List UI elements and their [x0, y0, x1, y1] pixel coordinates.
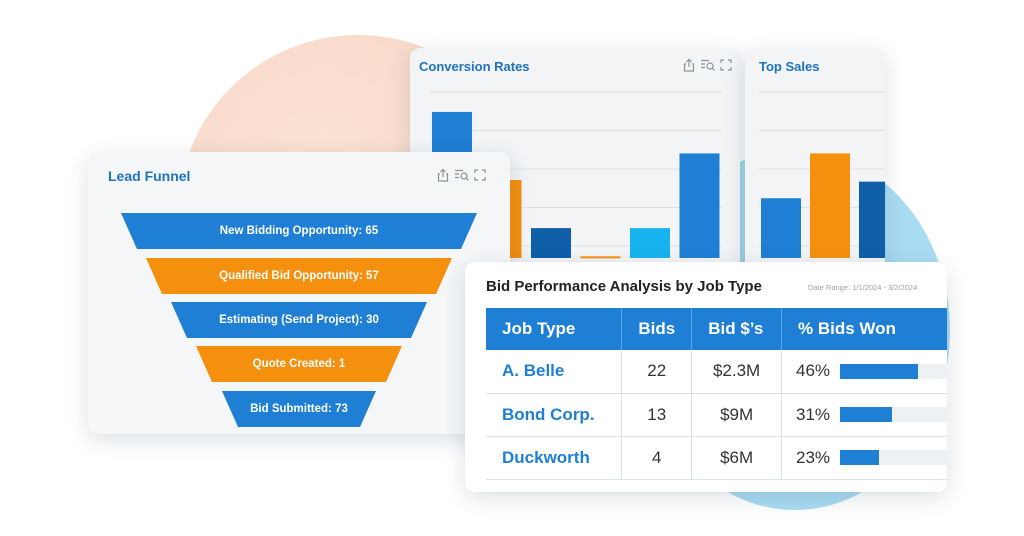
funnel-stage-label: Estimating (Send Project): 30	[219, 314, 379, 326]
funnel-stage-label: Qualified Bid Opportunity: 57	[219, 270, 379, 282]
funnel-stage-shape	[146, 258, 452, 294]
pct-won-bar	[839, 407, 947, 422]
job-type-cell[interactable]: A. Belle	[486, 350, 623, 394]
lead-funnel-title: Lead Funnel	[108, 168, 191, 184]
filter-search-icon[interactable]	[454, 168, 470, 182]
conversion-card-actions	[682, 58, 732, 72]
pct-won-bar-fill	[839, 450, 879, 465]
bid-dollars-cell: $9M	[691, 393, 782, 437]
top-sales-title: Top Sales	[759, 59, 820, 74]
chart-bar[interactable]	[580, 256, 621, 259]
funnel-stage-shape	[121, 213, 477, 249]
date-range: Date Range: 1/1/2024 - 3/2/2024	[808, 283, 918, 292]
funnel-stage-label: New Bidding Opportunity: 65	[219, 225, 379, 237]
bid-dollars-cell: $6M	[691, 436, 782, 480]
column-header-bids[interactable]: Bids	[621, 308, 693, 350]
column-header-job-type[interactable]: Job Type	[486, 308, 623, 350]
pct-won-value: 46%	[795, 361, 831, 381]
bids-cell: 4	[621, 436, 693, 480]
pct-won-value: 31%	[795, 404, 831, 424]
top-sales-card: Top Sales	[745, 48, 885, 278]
chart-bar[interactable]	[679, 153, 720, 258]
bid-performance-title: Bid Performance Analysis by Job Type	[486, 278, 762, 295]
table-row[interactable]: Duckworth 4 $6M 23%	[486, 436, 947, 480]
top-sales-chart	[759, 91, 885, 258]
pct-won-bar-fill	[839, 363, 918, 379]
pct-won-bar-fill	[839, 407, 893, 422]
chart-bar[interactable]	[810, 153, 850, 258]
funnel-stage-bid-submitted[interactable]: Bid Submitted: 73	[88, 391, 510, 427]
share-icon[interactable]	[682, 58, 696, 72]
funnel-stage-shape	[171, 302, 427, 338]
pct-won-cell: 31%	[781, 393, 947, 437]
bid-dollars-cell: $2.3M	[691, 350, 782, 394]
chart-bar[interactable]	[630, 228, 670, 258]
funnel-stage-quote-created[interactable]: Quote Created: 1	[88, 346, 510, 382]
conversion-rates-title: Conversion Rates	[419, 59, 530, 74]
bid-performance-card: Bid Performance Analysis by Job Type Dat…	[465, 262, 947, 492]
filter-search-icon[interactable]	[700, 58, 716, 72]
table-header-row: Job Type Bids Bid $’s % Bids Won	[486, 308, 947, 350]
share-icon[interactable]	[436, 168, 450, 182]
funnel-stage-label: Bid Submitted: 73	[250, 403, 348, 415]
funnel-stage-label: Quote Created: 1	[252, 358, 346, 370]
chart-bar[interactable]	[859, 181, 885, 258]
table-row[interactable]: A. Belle 22 $2.3M 46%	[486, 350, 947, 394]
bid-performance-table: Job Type Bids Bid $’s % Bids Won A. Bell…	[486, 308, 947, 480]
pct-won-cell: 46%	[781, 350, 947, 394]
expand-icon[interactable]	[474, 168, 486, 182]
funnel-stage-shape	[222, 391, 376, 427]
expand-icon[interactable]	[720, 58, 732, 72]
lead-funnel-card: Lead Funnel New Bidding Opportunity: 65 …	[88, 152, 510, 434]
table-row[interactable]: Bond Corp. 13 $9M 31%	[486, 393, 947, 437]
funnel-stage-estimating[interactable]: Estimating (Send Project): 30	[88, 302, 510, 338]
job-type-cell[interactable]: Duckworth	[486, 436, 623, 480]
funnel-stage-qualified[interactable]: Qualified Bid Opportunity: 57	[88, 258, 510, 294]
funnel-stage-shape	[196, 346, 402, 382]
chart-bar[interactable]	[531, 228, 571, 258]
column-header-bid-dollars[interactable]: Bid $’s	[691, 308, 782, 350]
pct-won-bar	[839, 450, 947, 465]
job-type-cell[interactable]: Bond Corp.	[486, 393, 623, 437]
bids-cell: 13	[621, 393, 693, 437]
pct-won-value: 23%	[795, 447, 831, 467]
bids-cell: 22	[621, 350, 693, 394]
pct-won-bar	[839, 363, 947, 379]
funnel-stage-new-bidding[interactable]: New Bidding Opportunity: 65	[88, 213, 510, 249]
pct-won-cell: 23%	[781, 436, 947, 480]
lead-funnel-actions	[436, 168, 486, 182]
chart-bar[interactable]	[761, 198, 801, 258]
column-header-pct-won[interactable]: % Bids Won	[781, 308, 947, 350]
